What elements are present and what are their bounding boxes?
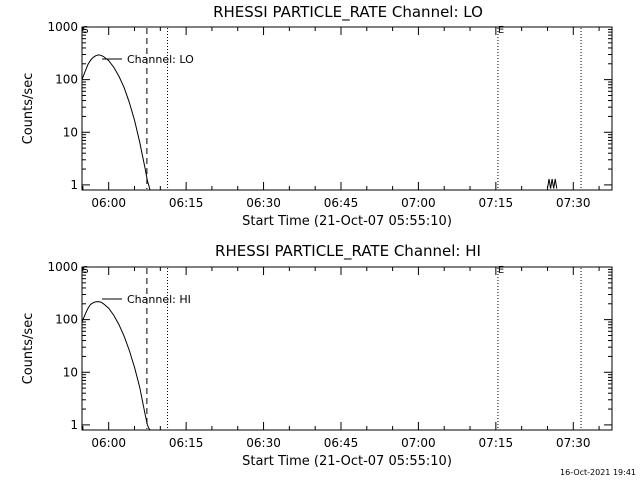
plot-lo-ytick-label: 1 [70, 178, 78, 192]
plot-hi-series-line-0 [81, 301, 151, 431]
plot-hi-legend-label: Channel: HI [127, 293, 191, 306]
plot-lo-xtick-label: 06:45 [324, 196, 359, 210]
plot-lo-legend-label: Channel: LO [127, 53, 194, 66]
plot-lo-xtick-label: 07:30 [556, 196, 591, 210]
footer-timestamp: 16-Oct-2021 19:41 [560, 468, 636, 477]
plot-lo-marker-e: E [498, 25, 504, 36]
plot-hi-xtick-label: 07:30 [556, 436, 591, 450]
plot-hi-frame [81, 266, 613, 431]
plot-lo-ytick-label: 1000 [47, 20, 78, 34]
plot-hi-xtick-label: 07:00 [401, 436, 436, 450]
plot-hi-title: RHESSI PARTICLE_RATE Channel: HI [215, 242, 481, 261]
plot-lo-series-line-0 [81, 54, 151, 191]
plot-lo-title: RHESSI PARTICLE_RATE Channel: LO [213, 3, 483, 22]
plot-hi-ytick-label: 100 [55, 313, 78, 327]
plot-lo-xtick-label: 07:15 [479, 196, 514, 210]
plot-hi-ylabel: Counts/sec [21, 313, 36, 385]
plot-hi-xtick-label: 06:30 [246, 436, 281, 450]
plot-lo: RHESSI PARTICLE_RATE Channel: LO Counts/… [21, 3, 613, 229]
plot-lo-xtick-label: 06:00 [91, 196, 126, 210]
plot-lo-xtick-label: 07:00 [401, 196, 436, 210]
plot-lo-frame [81, 26, 613, 191]
plot-lo-marker-s: S [82, 25, 88, 36]
plot-hi-xtick-label: 06:15 [169, 436, 204, 450]
plot-lo-xlabel: Start Time (21-Oct-07 05:55:10) [242, 214, 452, 229]
plot-hi-xtick-label: 07:15 [479, 436, 514, 450]
plot-hi-xlabel: Start Time (21-Oct-07 05:55:10) [242, 454, 452, 469]
plot-lo-layer: 06:00 06:15 06:30 06:45 07:00 07:15 07:30 1 10 10… [47, 20, 612, 210]
plot-lo-xtick-label: 06:30 [246, 196, 281, 210]
plot-hi-marker-s: S [82, 265, 88, 276]
plot-hi-ytick-label: 1000 [47, 260, 78, 274]
plot-hi-ytick-label: 1 [70, 418, 78, 432]
plot-hi-xtick-label: 06:00 [91, 436, 126, 450]
plot-lo-ylabel: Counts/sec [21, 73, 36, 145]
plot-hi: RHESSI PARTICLE_RATE Channel: HI Counts/… [21, 242, 613, 469]
plot-lo-xtick-label: 06:15 [169, 196, 204, 210]
plot-lo-ytick-label: 10 [63, 125, 78, 139]
plot-hi-ytick-label: 10 [63, 365, 78, 379]
plot-hi-marker-e: E [498, 265, 504, 276]
plot-lo-series-line-1 [547, 178, 558, 189]
plot-lo-ytick-label: 100 [55, 73, 78, 87]
plot-hi-layer: 06:00 06:15 06:30 06:45 07:00 07:15 07:30 1 10 10… [47, 260, 612, 450]
plot-hi-xtick-label: 06:45 [324, 436, 359, 450]
